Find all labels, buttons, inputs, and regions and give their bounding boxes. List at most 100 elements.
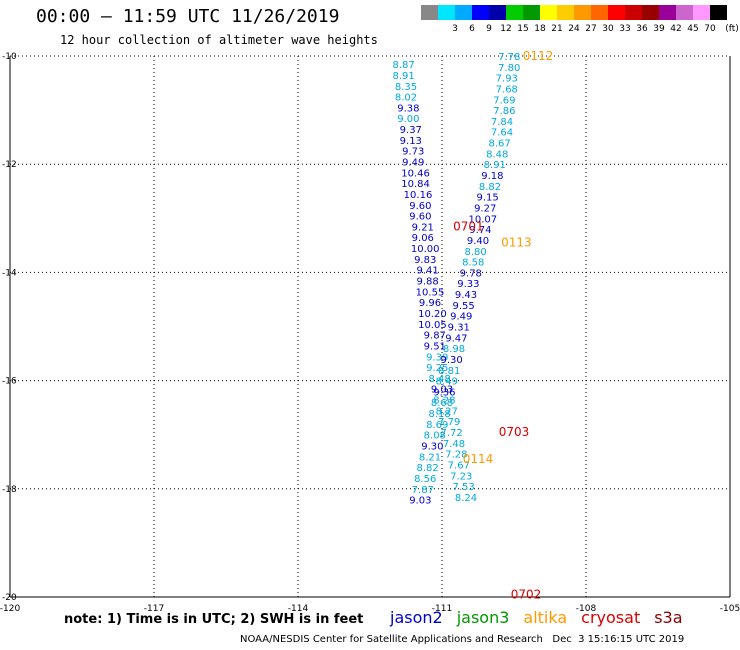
- wave-height-point: 9.37: [400, 125, 422, 136]
- chart-subtitle: 12 hour collection of altimeter wave hei…: [60, 33, 378, 47]
- wave-height-point: 9.49: [402, 157, 424, 168]
- color-scale-label: 70: [704, 24, 716, 34]
- wave-height-point: 7.72: [440, 428, 462, 439]
- wave-height-point: 9.39: [426, 352, 448, 363]
- x-tick-label: -105: [720, 604, 740, 614]
- wave-height-point: 7.67: [448, 460, 470, 471]
- wave-height-point: 9.60: [409, 212, 431, 223]
- color-scale-label: 27: [585, 24, 597, 34]
- wave-height-point: 8.48: [486, 149, 508, 160]
- wave-height-point: 8.68: [431, 398, 453, 409]
- color-scale-swatch: [557, 5, 574, 20]
- color-scale-swatch: [642, 5, 659, 20]
- color-scale-swatch: [574, 5, 591, 20]
- wave-height-point: 9.38: [397, 103, 419, 114]
- wave-height-point: 10.84: [401, 179, 430, 190]
- wave-height-point: 9.03: [409, 496, 431, 507]
- wave-height-point: 9.40: [467, 236, 489, 247]
- x-tick-label: -120: [0, 604, 20, 614]
- wave-height-point: 7.80: [498, 63, 520, 74]
- y-tick-label: -10: [2, 52, 17, 62]
- wave-height-point: 9.33: [457, 279, 479, 290]
- y-tick-label: -20: [2, 593, 17, 603]
- wave-height-point: 9.06: [412, 233, 434, 244]
- wave-height-point: 9.47: [445, 333, 467, 344]
- wave-height-point: 8.49: [436, 377, 458, 388]
- wave-height-point: 10.05: [418, 320, 447, 331]
- color-scale-label: 45: [687, 24, 699, 34]
- wave-height-point: 8.35: [395, 82, 417, 93]
- wave-height-point: 9.88: [416, 277, 438, 288]
- chart-title: 00:00 – 11:59 UTC 11/26/2019: [36, 6, 340, 27]
- wave-height-point: 9.41: [416, 266, 438, 277]
- wave-height-point: 9.31: [448, 323, 470, 334]
- legend-item-jason2: jason2: [390, 608, 443, 627]
- color-scale-swatch: [591, 5, 608, 20]
- x-tick-label: -111: [432, 604, 452, 614]
- wave-height-point: 9.00: [397, 114, 419, 125]
- pass-time-label: 0113: [501, 236, 532, 250]
- color-scale-unit: (ft): [725, 24, 739, 34]
- wave-height-point: 9.87: [424, 331, 446, 342]
- wave-height-point: 7.69: [493, 95, 515, 106]
- satellite-legend: jason2 jason3 altika cryosat s3a: [390, 608, 697, 627]
- y-tick-label: -14: [2, 268, 17, 278]
- pass-time-label: 0702: [511, 587, 542, 601]
- color-scale-label: 3: [452, 24, 458, 34]
- wave-height-point: 9.13: [400, 136, 422, 147]
- pass-time-label: 0114: [463, 452, 494, 466]
- wave-height-point: 9.27: [474, 203, 496, 214]
- wave-height-point: 7.64: [491, 128, 513, 139]
- color-scale-label: 21: [551, 24, 563, 34]
- wave-height-point: 8.48: [428, 374, 450, 385]
- y-tick-label: -12: [2, 160, 17, 170]
- wave-height-point: 7.28: [445, 450, 467, 461]
- wave-height-point: 9.30: [421, 442, 443, 453]
- wave-height-point: 8.91: [484, 160, 506, 171]
- color-scale-swatch: [489, 5, 506, 20]
- pass-time-label: 0112: [523, 49, 554, 63]
- wave-height-point: 10.20: [418, 309, 447, 320]
- color-scale-label: 30: [602, 24, 614, 34]
- wave-height-point: 8.27: [436, 406, 458, 417]
- legend-item-cryosat: cryosat: [581, 608, 641, 627]
- color-scale-swatch: [472, 5, 489, 20]
- wave-height-point: 7.86: [493, 106, 515, 117]
- y-tick-label: -18: [2, 485, 17, 495]
- color-scale-label: 42: [670, 24, 682, 34]
- wave-height-point: 9.36: [433, 387, 455, 398]
- wave-height-point: 8.91: [392, 71, 414, 82]
- wave-height-point: 9.49: [450, 312, 472, 323]
- wave-height-point: 10.46: [401, 168, 430, 179]
- color-scale-swatch: [659, 5, 676, 20]
- wave-height-point: 8.80: [464, 247, 486, 258]
- wave-height-point: 9.78: [460, 268, 482, 279]
- wave-height-point: 10.00: [411, 244, 440, 255]
- wave-height-point: 7.79: [438, 417, 460, 428]
- color-scale-swatch: [421, 5, 438, 20]
- wave-height-point: 8.58: [462, 258, 484, 269]
- color-scale-label: 39: [653, 24, 665, 34]
- color-scale-swatch: [438, 5, 455, 20]
- wave-height-point: 8.08: [424, 431, 446, 442]
- wave-height-point: 9.60: [409, 201, 431, 212]
- wave-height-point: 9.30: [440, 355, 462, 366]
- wave-height-point: 8.67: [488, 139, 510, 150]
- wave-height-point: 10.07: [468, 214, 497, 225]
- legend-item-jason3: jason3: [456, 608, 510, 627]
- color-scale-label: 12: [500, 24, 512, 34]
- x-tick-label: -114: [288, 604, 309, 614]
- wave-height-point: 9.03: [431, 385, 453, 396]
- wave-height-point: 7.48: [443, 439, 465, 450]
- wave-height-point: 9.21: [412, 222, 434, 233]
- wave-height-point: 8.81: [438, 366, 460, 377]
- wave-height-point: 9.25: [426, 363, 448, 374]
- color-scale-swatch: [693, 5, 710, 20]
- wave-height-point: 10.16: [404, 190, 433, 201]
- color-scale-swatch: [523, 5, 540, 20]
- wave-height-point: 9.51: [424, 341, 446, 352]
- wave-height-point: 8.02: [395, 93, 417, 104]
- wave-height-point: 9.83: [414, 255, 436, 266]
- wave-height-point: 8.21: [419, 452, 441, 463]
